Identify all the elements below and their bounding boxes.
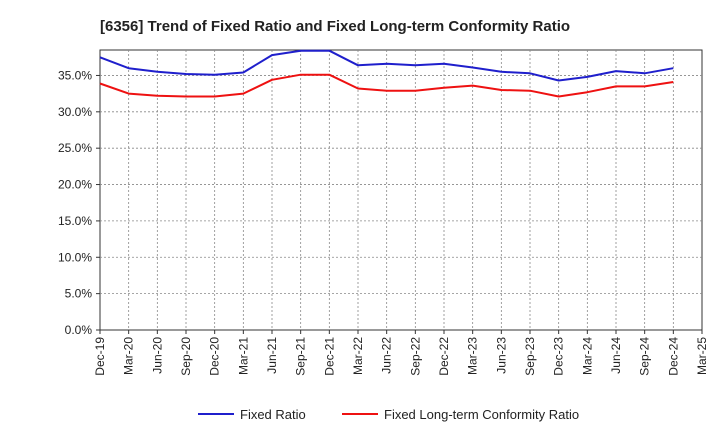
- x-tick-label: Dec-22: [437, 337, 451, 376]
- x-axis: Dec-19 Mar-20 Jun-20 Sep-20 Dec-20 Mar-21 Jun-…: [93, 330, 709, 376]
- x-tick-label: Mar-22: [351, 337, 365, 375]
- y-tick-label: 15.0%: [58, 214, 92, 228]
- x-tick-label: Dec-20: [208, 337, 222, 376]
- y-axis: 0.0% 5.0% 10.0% 15.0% 20.0% 25.0% 30.0% 35.0%: [58, 68, 100, 337]
- x-tick-label: Jun-24: [609, 337, 623, 374]
- fixed-long-term-conformity-ratio-line: [99, 73, 674, 98]
- x-tick-label: Dec-19: [93, 337, 107, 376]
- chart-title: [6356] Trend of Fixed Ratio and Fixed Lo…: [100, 18, 570, 35]
- plot-border: [99, 49, 703, 331]
- series-lines: [99, 49, 674, 98]
- plot-area: [99, 49, 703, 331]
- y-tick-label: 25.0%: [58, 141, 92, 155]
- y-tick-label: 5.0%: [65, 287, 93, 301]
- legend: Fixed Ratio Fixed Long-term Conformity Ra…: [198, 407, 579, 422]
- x-tick-label: Sep-20: [179, 337, 193, 376]
- x-tick-label: Mar-20: [122, 337, 136, 375]
- legend-label: Fixed Long-term Conformity Ratio: [384, 407, 579, 422]
- x-tick-label: Sep-23: [523, 337, 537, 376]
- fixed-ratio-line: [99, 49, 674, 82]
- x-tick-label: Jun-21: [265, 337, 279, 374]
- x-tick-label: Sep-22: [408, 337, 422, 376]
- x-tick-label: Mar-21: [236, 337, 250, 375]
- y-tick-label: 0.0%: [65, 323, 93, 337]
- grid-lines: [100, 50, 702, 330]
- x-tick-label: Sep-21: [294, 337, 308, 376]
- x-tick-label: Sep-24: [638, 337, 652, 376]
- x-tick-label: Mar-23: [466, 337, 480, 375]
- x-tick-label: Jun-23: [494, 337, 508, 374]
- y-tick-label: 35.0%: [58, 68, 92, 82]
- y-tick-label: 20.0%: [58, 178, 92, 192]
- legend-label: Fixed Ratio: [240, 407, 306, 422]
- x-tick-label: Mar-24: [580, 337, 594, 375]
- x-tick-label: Dec-24: [666, 337, 680, 376]
- x-tick-label: Mar-25: [695, 337, 709, 375]
- x-tick-label: Dec-21: [322, 337, 336, 376]
- y-tick-label: 10.0%: [58, 250, 92, 264]
- x-tick-label: Jun-20: [150, 337, 164, 374]
- y-tick-label: 30.0%: [58, 105, 92, 119]
- x-tick-label: Jun-22: [380, 337, 394, 374]
- x-tick-label: Dec-23: [552, 337, 566, 376]
